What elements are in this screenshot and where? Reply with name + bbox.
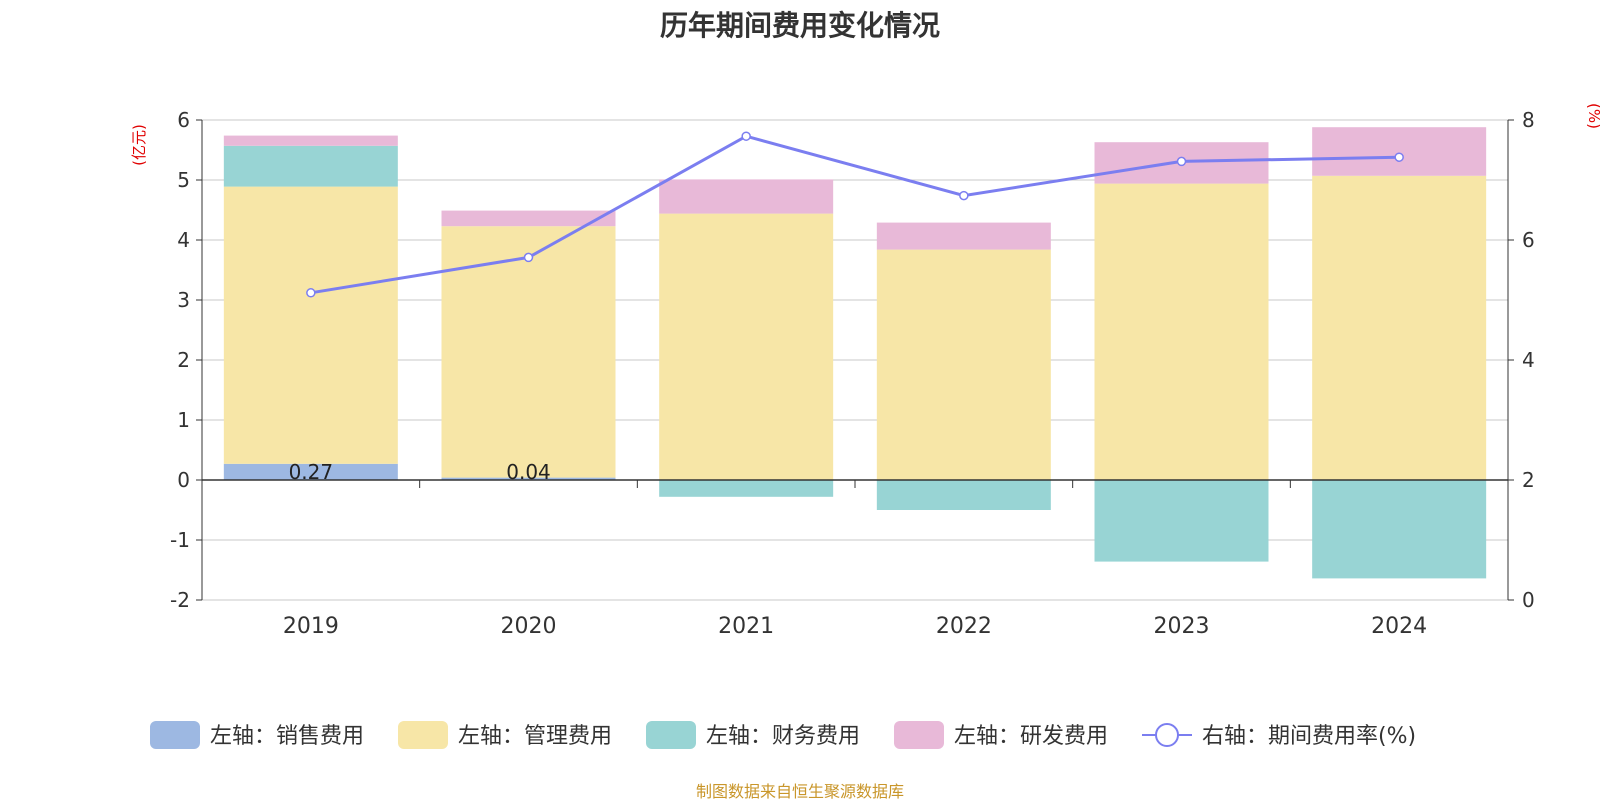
chart-title: 历年期间费用变化情况 <box>659 9 940 42</box>
x-tick-label: 2020 <box>501 614 557 639</box>
legend-label: 左轴：管理费用 <box>458 724 612 749</box>
line-point <box>959 190 969 201</box>
bar-segment <box>223 463 398 480</box>
line-point <box>1176 156 1187 167</box>
bar-segment <box>441 477 616 480</box>
bar-data-label: 0.04 <box>506 460 551 484</box>
left-tick-label: 3 <box>177 288 190 312</box>
x-tick-label: 2024 <box>1371 614 1427 639</box>
bar-segment <box>223 135 398 146</box>
line-path <box>310 134 1400 295</box>
bar-data-label: 0.27 <box>289 460 334 484</box>
line-point <box>306 288 316 298</box>
line-series <box>306 131 1404 298</box>
bar-series <box>223 127 1487 579</box>
bar-segment <box>876 222 1051 250</box>
bar-segment <box>876 480 1051 510</box>
left-tick-label: 6 <box>177 108 190 132</box>
gridlines <box>202 119 1508 601</box>
right-tick-label: 2 <box>1522 468 1535 492</box>
bar-segment <box>1312 480 1487 579</box>
bar-segment <box>1312 127 1487 176</box>
bar-segment <box>223 186 398 464</box>
bar-segment <box>441 226 616 478</box>
bar-segment <box>1094 480 1269 562</box>
x-tick-label: 2021 <box>718 614 774 639</box>
x-tick-label: 2023 <box>1154 614 1210 639</box>
left-tick-label: -2 <box>170 588 190 612</box>
legend-swatch <box>150 721 200 749</box>
legend-swatch <box>646 721 696 749</box>
legend-line-marker <box>1155 723 1179 747</box>
axes: -2 -1 0 1 2 3 4 5 6 0 2 4 6 8 (亿元) (%) 2019 2020 2021 2022 2… <box>130 103 1600 639</box>
legend: 左轴：销售费用 左轴：管理费用 左轴：财务费用 左轴：研发费用 右轴：期间费用率(%) <box>150 721 1416 749</box>
right-tick-label: 6 <box>1522 228 1535 252</box>
left-tick-label: 5 <box>177 168 190 192</box>
line-point <box>741 131 751 141</box>
source-note: 制图数据来自恒生聚源数据库 <box>695 782 904 801</box>
left-tick-label: 2 <box>177 348 190 372</box>
bar-segment <box>1094 183 1269 480</box>
bar-segment <box>659 213 834 480</box>
line-point <box>1394 152 1404 162</box>
line-point <box>523 252 534 263</box>
bar-segment <box>876 249 1051 480</box>
x-tick-label: 2022 <box>936 614 992 639</box>
left-tick-label: 4 <box>177 228 190 252</box>
legend-swatch <box>398 721 448 749</box>
left-tick-label: 1 <box>177 408 190 432</box>
data-labels: 0.27 0.04 <box>289 460 551 484</box>
legend-label: 左轴：财务费用 <box>706 724 860 749</box>
bar-segment <box>659 179 834 214</box>
right-tick-label: 4 <box>1522 348 1535 372</box>
right-axis-label: (%) <box>1585 103 1600 129</box>
right-tick-label: 8 <box>1522 108 1535 132</box>
bar-segment <box>223 145 398 187</box>
left-tick-label: -1 <box>170 528 190 552</box>
x-tick-label: 2019 <box>283 614 339 639</box>
legend-label: 左轴：研发费用 <box>954 724 1108 749</box>
legend-label: 右轴：期间费用率(%) <box>1202 724 1416 749</box>
legend-swatch <box>894 721 944 749</box>
bar-segment <box>441 210 616 227</box>
bar-segment <box>659 480 834 497</box>
left-tick-label: 0 <box>177 468 190 492</box>
left-axis-label: (亿元) <box>130 124 148 166</box>
legend-label: 左轴：销售费用 <box>210 724 364 749</box>
bar-segment <box>1312 175 1487 481</box>
right-tick-label: 0 <box>1522 588 1535 612</box>
